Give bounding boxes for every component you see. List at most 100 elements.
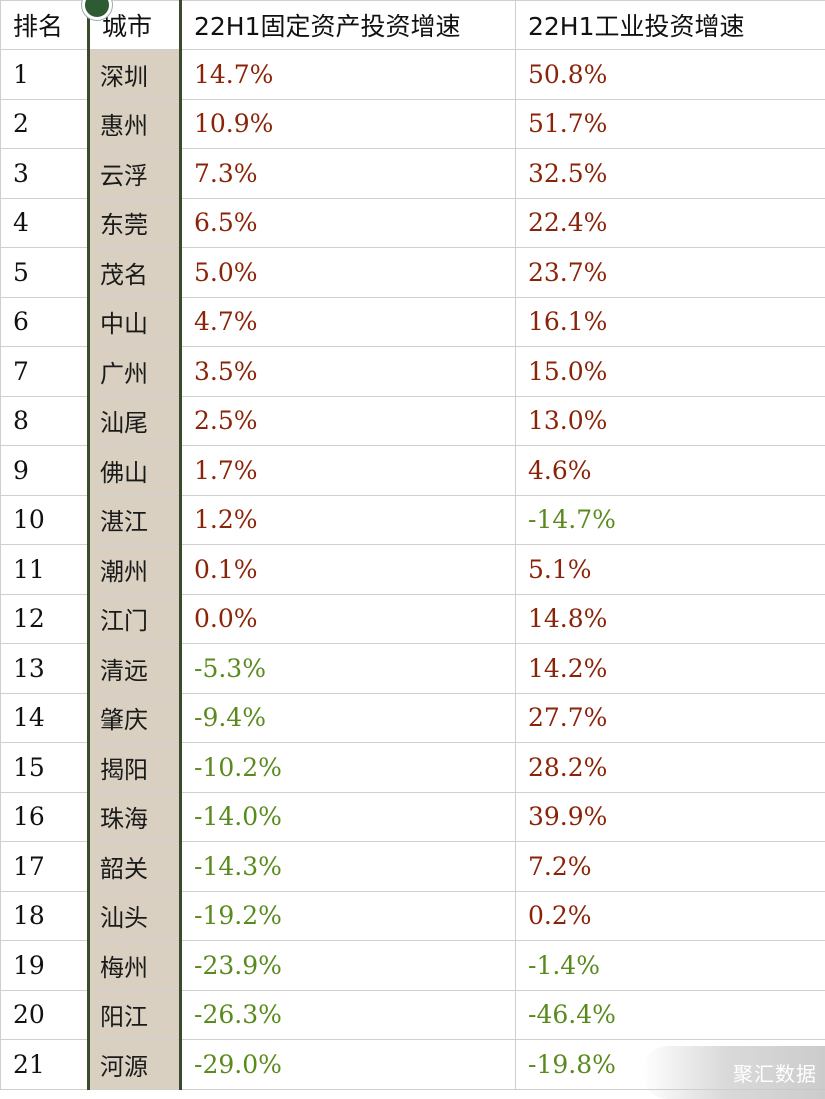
- table-row[interactable]: 5 茂名 5.0% 23.7%: [0, 247, 825, 298]
- fixed-asset-cell[interactable]: 4.7%: [180, 296, 516, 347]
- rank-cell[interactable]: 8: [0, 395, 89, 446]
- table-row[interactable]: 20 阳江 -26.3% -46.4%: [0, 989, 825, 1040]
- industrial-cell[interactable]: 27.7%: [515, 692, 825, 743]
- fixed-asset-cell[interactable]: 10.9%: [180, 98, 516, 149]
- industrial-growth-header[interactable]: 22H1工业投资增速: [515, 0, 825, 50]
- fixed-asset-cell[interactable]: 3.5%: [180, 346, 516, 397]
- table-row[interactable]: 11 潮州 0.1% 5.1%: [0, 544, 825, 595]
- city-cell[interactable]: 肇庆: [87, 692, 182, 743]
- rank-cell[interactable]: 10: [0, 494, 89, 545]
- industrial-cell[interactable]: 51.7%: [515, 98, 825, 149]
- table-row[interactable]: 19 梅州 -23.9% -1.4%: [0, 940, 825, 991]
- table-row[interactable]: 15 揭阳 -10.2% 28.2%: [0, 742, 825, 793]
- rank-cell[interactable]: 1: [0, 49, 89, 100]
- industrial-cell[interactable]: 32.5%: [515, 148, 825, 199]
- city-cell[interactable]: 珠海: [87, 791, 182, 842]
- table-row[interactable]: 13 清远 -5.3% 14.2%: [0, 643, 825, 694]
- industrial-cell[interactable]: 23.7%: [515, 247, 825, 298]
- rank-cell[interactable]: 7: [0, 346, 89, 397]
- industrial-cell[interactable]: 14.8%: [515, 593, 825, 644]
- city-cell[interactable]: 清远: [87, 643, 182, 694]
- rank-cell[interactable]: 2: [0, 98, 89, 149]
- city-cell[interactable]: 汕头: [87, 890, 182, 941]
- city-cell[interactable]: 深圳: [87, 49, 182, 100]
- rank-cell[interactable]: 9: [0, 445, 89, 496]
- industrial-cell[interactable]: -1.4%: [515, 940, 825, 991]
- city-cell[interactable]: 惠州: [87, 98, 182, 149]
- table-row[interactable]: 3 云浮 7.3% 32.5%: [0, 148, 825, 199]
- fixed-asset-cell[interactable]: 0.0%: [180, 593, 516, 644]
- industrial-cell[interactable]: 15.0%: [515, 346, 825, 397]
- city-cell[interactable]: 潮州: [87, 544, 182, 595]
- rank-cell[interactable]: 16: [0, 791, 89, 842]
- rank-cell[interactable]: 15: [0, 742, 89, 793]
- city-header[interactable]: 城市: [87, 0, 182, 50]
- rank-cell[interactable]: 4: [0, 197, 89, 248]
- fixed-asset-cell[interactable]: 1.2%: [180, 494, 516, 545]
- fixed-asset-cell[interactable]: -29.0%: [180, 1039, 516, 1090]
- industrial-cell[interactable]: 22.4%: [515, 197, 825, 248]
- industrial-cell[interactable]: 5.1%: [515, 544, 825, 595]
- fixed-asset-cell[interactable]: -19.2%: [180, 890, 516, 941]
- city-cell[interactable]: 河源: [87, 1039, 182, 1090]
- city-cell[interactable]: 湛江: [87, 494, 182, 545]
- fixed-asset-cell[interactable]: 6.5%: [180, 197, 516, 248]
- table-row[interactable]: 16 珠海 -14.0% 39.9%: [0, 791, 825, 842]
- city-cell[interactable]: 中山: [87, 296, 182, 347]
- city-cell[interactable]: 韶关: [87, 841, 182, 892]
- city-cell[interactable]: 云浮: [87, 148, 182, 199]
- rank-cell[interactable]: 17: [0, 841, 89, 892]
- rank-cell[interactable]: 14: [0, 692, 89, 743]
- table-row[interactable]: 14 肇庆 -9.4% 27.7%: [0, 692, 825, 743]
- fixed-asset-growth-header[interactable]: 22H1固定资产投资增速: [180, 0, 516, 50]
- fixed-asset-cell[interactable]: 7.3%: [180, 148, 516, 199]
- industrial-cell[interactable]: 0.2%: [515, 890, 825, 941]
- city-cell[interactable]: 汕尾: [87, 395, 182, 446]
- industrial-cell[interactable]: 39.9%: [515, 791, 825, 842]
- fixed-asset-cell[interactable]: -14.3%: [180, 841, 516, 892]
- fixed-asset-cell[interactable]: -5.3%: [180, 643, 516, 694]
- table-row[interactable]: 12 江门 0.0% 14.8%: [0, 593, 825, 644]
- fixed-asset-cell[interactable]: 2.5%: [180, 395, 516, 446]
- industrial-cell[interactable]: -14.7%: [515, 494, 825, 545]
- city-cell[interactable]: 茂名: [87, 247, 182, 298]
- table-row[interactable]: 17 韶关 -14.3% 7.2%: [0, 841, 825, 892]
- table-row[interactable]: 1 深圳 14.7% 50.8%: [0, 49, 825, 100]
- industrial-cell[interactable]: -46.4%: [515, 989, 825, 1040]
- fixed-asset-cell[interactable]: -26.3%: [180, 989, 516, 1040]
- rank-cell[interactable]: 21: [0, 1039, 89, 1090]
- fixed-asset-cell[interactable]: 0.1%: [180, 544, 516, 595]
- city-cell[interactable]: 东莞: [87, 197, 182, 248]
- industrial-cell[interactable]: 28.2%: [515, 742, 825, 793]
- rank-cell[interactable]: 18: [0, 890, 89, 941]
- table-row[interactable]: 7 广州 3.5% 15.0%: [0, 346, 825, 397]
- table-row[interactable]: 4 东莞 6.5% 22.4%: [0, 197, 825, 248]
- fixed-asset-cell[interactable]: 14.7%: [180, 49, 516, 100]
- industrial-cell[interactable]: 50.8%: [515, 49, 825, 100]
- rank-cell[interactable]: 19: [0, 940, 89, 991]
- city-cell[interactable]: 阳江: [87, 989, 182, 1040]
- rank-cell[interactable]: 6: [0, 296, 89, 347]
- rank-cell[interactable]: 11: [0, 544, 89, 595]
- city-cell[interactable]: 江门: [87, 593, 182, 644]
- industrial-cell[interactable]: 16.1%: [515, 296, 825, 347]
- fixed-asset-cell[interactable]: -23.9%: [180, 940, 516, 991]
- rank-cell[interactable]: 3: [0, 148, 89, 199]
- fixed-asset-cell[interactable]: -9.4%: [180, 692, 516, 743]
- table-row[interactable]: 9 佛山 1.7% 4.6%: [0, 445, 825, 496]
- table-row[interactable]: 21 河源 -29.0% -19.8%: [0, 1039, 825, 1090]
- rank-cell[interactable]: 12: [0, 593, 89, 644]
- fixed-asset-cell[interactable]: -10.2%: [180, 742, 516, 793]
- city-cell[interactable]: 广州: [87, 346, 182, 397]
- industrial-cell[interactable]: 4.6%: [515, 445, 825, 496]
- fixed-asset-cell[interactable]: 1.7%: [180, 445, 516, 496]
- industrial-cell[interactable]: 14.2%: [515, 643, 825, 694]
- industrial-cell[interactable]: 7.2%: [515, 841, 825, 892]
- city-cell[interactable]: 揭阳: [87, 742, 182, 793]
- rank-cell[interactable]: 5: [0, 247, 89, 298]
- table-row[interactable]: 2 惠州 10.9% 51.7%: [0, 98, 825, 149]
- rank-cell[interactable]: 20: [0, 989, 89, 1040]
- city-cell[interactable]: 梅州: [87, 940, 182, 991]
- fixed-asset-cell[interactable]: -14.0%: [180, 791, 516, 842]
- rank-cell[interactable]: 13: [0, 643, 89, 694]
